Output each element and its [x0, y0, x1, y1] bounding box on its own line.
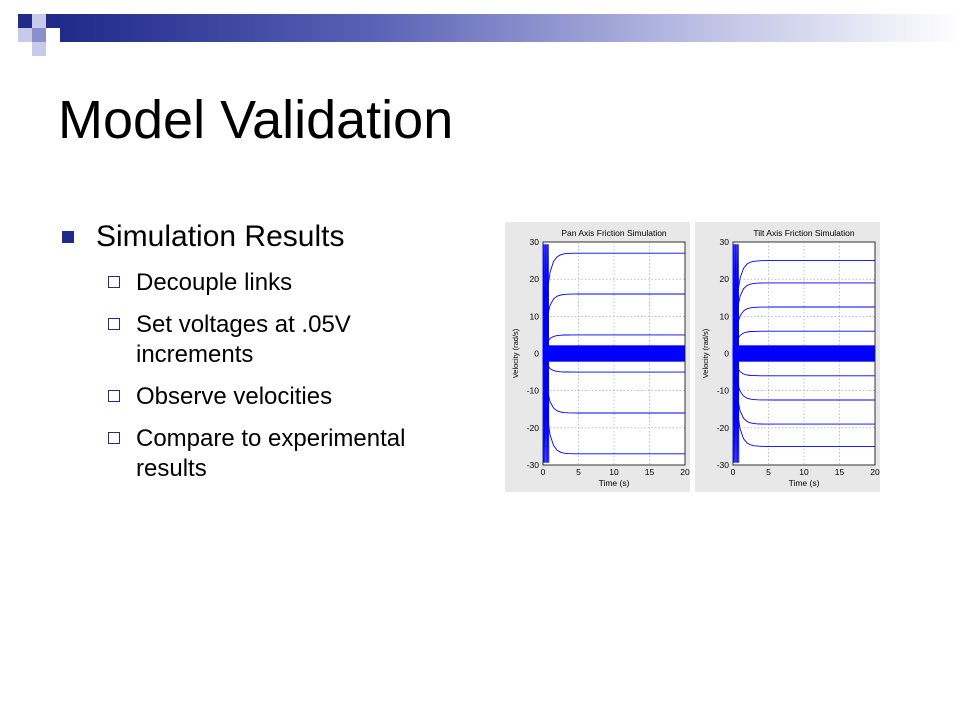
y-tick-label: 30	[530, 237, 540, 247]
x-tick-label: 10	[799, 467, 809, 477]
x-axis-label: Time (s)	[599, 478, 630, 488]
velocity-series-line	[732, 353, 875, 425]
chart-title: Pan Axis Friction Simulation	[561, 228, 667, 238]
x-tick-label: 0	[541, 467, 546, 477]
x-tick-label: 15	[645, 467, 655, 477]
header-gradient-bar	[60, 14, 960, 42]
velocity-series-line	[542, 293, 685, 354]
bullet-text: Simulation Results	[96, 220, 345, 253]
y-tick-label: 10	[530, 311, 540, 321]
x-tick-label: 0	[731, 467, 736, 477]
y-tick-label: -30	[527, 460, 540, 470]
corner-square-light	[46, 14, 60, 28]
velocity-series-line	[542, 252, 685, 354]
sub-bullet-text: Compare to experimental results	[136, 425, 406, 482]
velocity-series-line	[732, 353, 875, 447]
velocity-series-line	[542, 334, 685, 354]
corner-square-dark	[18, 14, 32, 28]
chart-title: Tilt Axis Friction Simulation	[753, 228, 855, 238]
y-tick-label: 20	[720, 274, 730, 284]
hollow-square-bullet-icon	[108, 432, 120, 444]
velocity-series-line	[732, 353, 875, 377]
x-tick-label: 5	[766, 467, 771, 477]
bullet-list: Simulation Results Decouple links Set vo…	[60, 216, 460, 496]
velocity-series-line	[542, 353, 685, 414]
x-tick-label: 20	[870, 467, 880, 477]
square-bullet-icon	[62, 231, 74, 243]
x-tick-label: 20	[680, 467, 690, 477]
velocity-series-line	[732, 282, 875, 354]
y-tick-label: -10	[717, 386, 730, 396]
corner-square-light	[32, 42, 46, 56]
sub-bullet-item: Observe velocities	[60, 382, 426, 412]
y-tick-label: 0	[534, 349, 539, 359]
y-tick-label: 20	[530, 274, 540, 284]
y-tick-label: 10	[720, 311, 730, 321]
y-tick-label: 0	[724, 349, 729, 359]
x-axis-label: Time (s)	[789, 478, 820, 488]
sub-bullet-text: Set voltages at .05V increments	[136, 311, 351, 368]
velocity-series-line	[732, 260, 875, 354]
y-tick-label: 30	[720, 237, 730, 247]
chart-panel-0: Pan Axis Friction Simulation 0 5 10 15 20 -30 -…	[505, 222, 690, 492]
chart-panel-1: Tilt Axis Friction Simulation 0 5 10 15 20 -30…	[695, 222, 880, 492]
y-tick-label: -10	[527, 386, 540, 396]
x-tick-label: 5	[576, 467, 581, 477]
sub-bullet-item: Compare to experimental results	[60, 424, 426, 484]
x-tick-label: 15	[835, 467, 845, 477]
slide-title: Model Validation	[58, 90, 454, 150]
corner-square-light	[18, 28, 32, 42]
corner-square-mid	[32, 28, 46, 42]
sub-bullet-text: Decouple links	[136, 269, 293, 296]
y-tick-label: -20	[717, 423, 730, 433]
velocity-series-line	[542, 353, 685, 455]
y-axis-label: Velocity (rad/s)	[701, 328, 710, 378]
x-tick-label: 10	[609, 467, 619, 477]
corner-square-light	[32, 14, 46, 28]
zero-velocity-noise-band	[543, 345, 685, 362]
hollow-square-bullet-icon	[108, 318, 120, 330]
velocity-series-line	[542, 353, 685, 373]
y-tick-label: -30	[717, 460, 730, 470]
velocity-series-line	[732, 306, 875, 354]
velocity-series-line	[732, 330, 875, 354]
y-tick-label: -20	[527, 423, 540, 433]
hollow-square-bullet-icon	[108, 276, 120, 288]
friction-simulation-figure: Pan Axis Friction Simulation 0 5 10 15 20 -30 -…	[505, 222, 880, 492]
sub-bullet-item: Set voltages at .05V increments	[60, 310, 426, 370]
y-axis-label: Velocity (rad/s)	[511, 328, 520, 378]
sub-bullet-text: Observe velocities	[136, 383, 333, 410]
bullet-item: Simulation Results	[60, 216, 460, 258]
zero-velocity-noise-band	[733, 345, 875, 362]
hollow-square-bullet-icon	[108, 390, 120, 402]
sub-bullet-item: Decouple links	[60, 268, 426, 298]
velocity-series-line	[732, 353, 875, 401]
